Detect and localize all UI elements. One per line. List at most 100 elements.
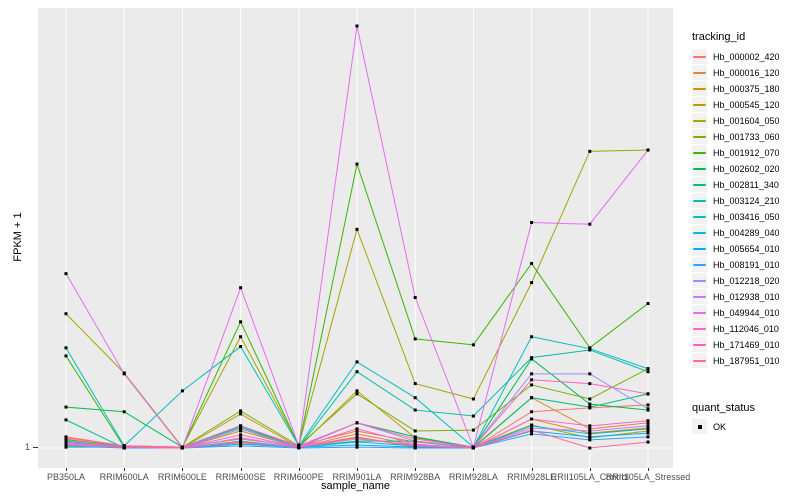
- data-point: [413, 296, 417, 300]
- x-tick-mark: [648, 468, 649, 471]
- data-point: [239, 412, 243, 416]
- legend-label: OK: [713, 421, 727, 432]
- x-tick-mark: [240, 468, 242, 471]
- legend-key: [692, 177, 707, 192]
- data-point: [646, 419, 650, 423]
- data-point: [588, 149, 592, 153]
- legend-label: Hb_171469_010: [713, 339, 780, 350]
- data-point: [588, 424, 592, 428]
- legend-item-ok: OK: [692, 419, 726, 434]
- data-point: [646, 367, 650, 371]
- data-point: [530, 417, 534, 421]
- series-color-swatch: [693, 199, 706, 202]
- data-point: [530, 424, 534, 428]
- plot-area: [38, 8, 673, 468]
- data-point: [646, 301, 650, 305]
- data-point: [413, 444, 417, 448]
- data-point: [239, 444, 243, 448]
- data-point: [355, 421, 359, 425]
- legend-key: [692, 321, 707, 336]
- data-point: [530, 372, 534, 376]
- legend-label: Hb_012938_010: [713, 291, 780, 302]
- data-point: [646, 148, 650, 152]
- data-point: [64, 442, 68, 446]
- legend-label: Hb_005654_010: [713, 243, 780, 254]
- x-tick-mark: [298, 468, 300, 471]
- legend-label: Hb_004289_040: [713, 227, 780, 238]
- data-point: [297, 445, 301, 449]
- data-point: [413, 396, 417, 400]
- data-point: [355, 432, 359, 436]
- data-point: [355, 24, 359, 28]
- data-point: [413, 382, 417, 386]
- data-point: [355, 389, 359, 393]
- legend-item-Hb_187951_010: Hb_187951_010: [692, 353, 780, 368]
- data-point: [646, 440, 650, 444]
- y-tick-label: 1: [24, 442, 30, 452]
- x-tick-mark: [66, 468, 67, 471]
- legend-item-Hb_049944_010: Hb_049944_010: [692, 305, 780, 320]
- data-point: [530, 378, 534, 382]
- data-point: [588, 435, 592, 439]
- data-point: [64, 346, 68, 350]
- data-point: [588, 382, 592, 386]
- data-point: [646, 429, 650, 433]
- data-point: [64, 312, 68, 316]
- legend-item-Hb_112046_010: Hb_112046_010: [692, 321, 780, 336]
- data-point: [355, 445, 359, 449]
- legend-key: [692, 193, 707, 208]
- data-point: [413, 439, 417, 443]
- data-point: [530, 410, 534, 414]
- data-point: [355, 440, 359, 444]
- legend-key: [692, 289, 707, 304]
- black-square-point-icon: [698, 425, 702, 429]
- data-point: [530, 428, 534, 432]
- data-point: [530, 281, 534, 285]
- series-color-swatch: [693, 151, 706, 154]
- data-point: [180, 446, 184, 450]
- series-color-swatch: [693, 215, 706, 218]
- data-point: [646, 427, 650, 431]
- data-point: [355, 429, 359, 433]
- legend-label: Hb_008191_010: [713, 259, 780, 270]
- data-point: [530, 221, 534, 225]
- data-point: [122, 372, 126, 376]
- series-color-swatch: [693, 103, 706, 106]
- legend-series-items: Hb_000002_420 Hb_000016_120 Hb_000375_180 H…: [692, 49, 780, 369]
- data-point: [413, 408, 417, 412]
- series-color-swatch: [693, 231, 706, 234]
- legend-key: [692, 257, 707, 272]
- data-point: [355, 443, 359, 447]
- data-point: [122, 410, 126, 414]
- data-point: [413, 446, 417, 450]
- series-color-swatch: [693, 295, 706, 298]
- data-point: [471, 428, 475, 432]
- data-point: [239, 320, 243, 324]
- data-point: [646, 392, 650, 396]
- series-color-swatch: [693, 359, 706, 362]
- legend-title-quant-status: quant_status: [692, 402, 755, 414]
- legend-key: [692, 241, 707, 256]
- legend-item-Hb_004289_040: Hb_004289_040: [692, 225, 780, 240]
- data-point: [122, 445, 126, 449]
- legend-key: [692, 273, 707, 288]
- legend-label: Hb_000002_420: [713, 51, 780, 62]
- data-point: [530, 383, 534, 387]
- legend-label: Hb_003416_050: [713, 211, 780, 222]
- data-point: [239, 424, 243, 428]
- data-point: [355, 227, 359, 231]
- x-tick-mark: [182, 468, 184, 471]
- legend-item-Hb_171469_010: Hb_171469_010: [692, 337, 780, 352]
- data-point: [646, 403, 650, 407]
- legend-item-Hb_002602_020: Hb_002602_020: [692, 161, 780, 176]
- legend-key: [692, 305, 707, 320]
- series-color-swatch: [693, 263, 706, 266]
- legend-key: [692, 129, 707, 144]
- legend-key: [692, 113, 707, 128]
- data-point: [239, 429, 243, 433]
- data-point: [471, 343, 475, 347]
- data-point: [530, 261, 534, 265]
- legend-item-Hb_001733_060: Hb_001733_060: [692, 129, 780, 144]
- legend-key: [692, 353, 707, 368]
- data-point: [588, 427, 592, 431]
